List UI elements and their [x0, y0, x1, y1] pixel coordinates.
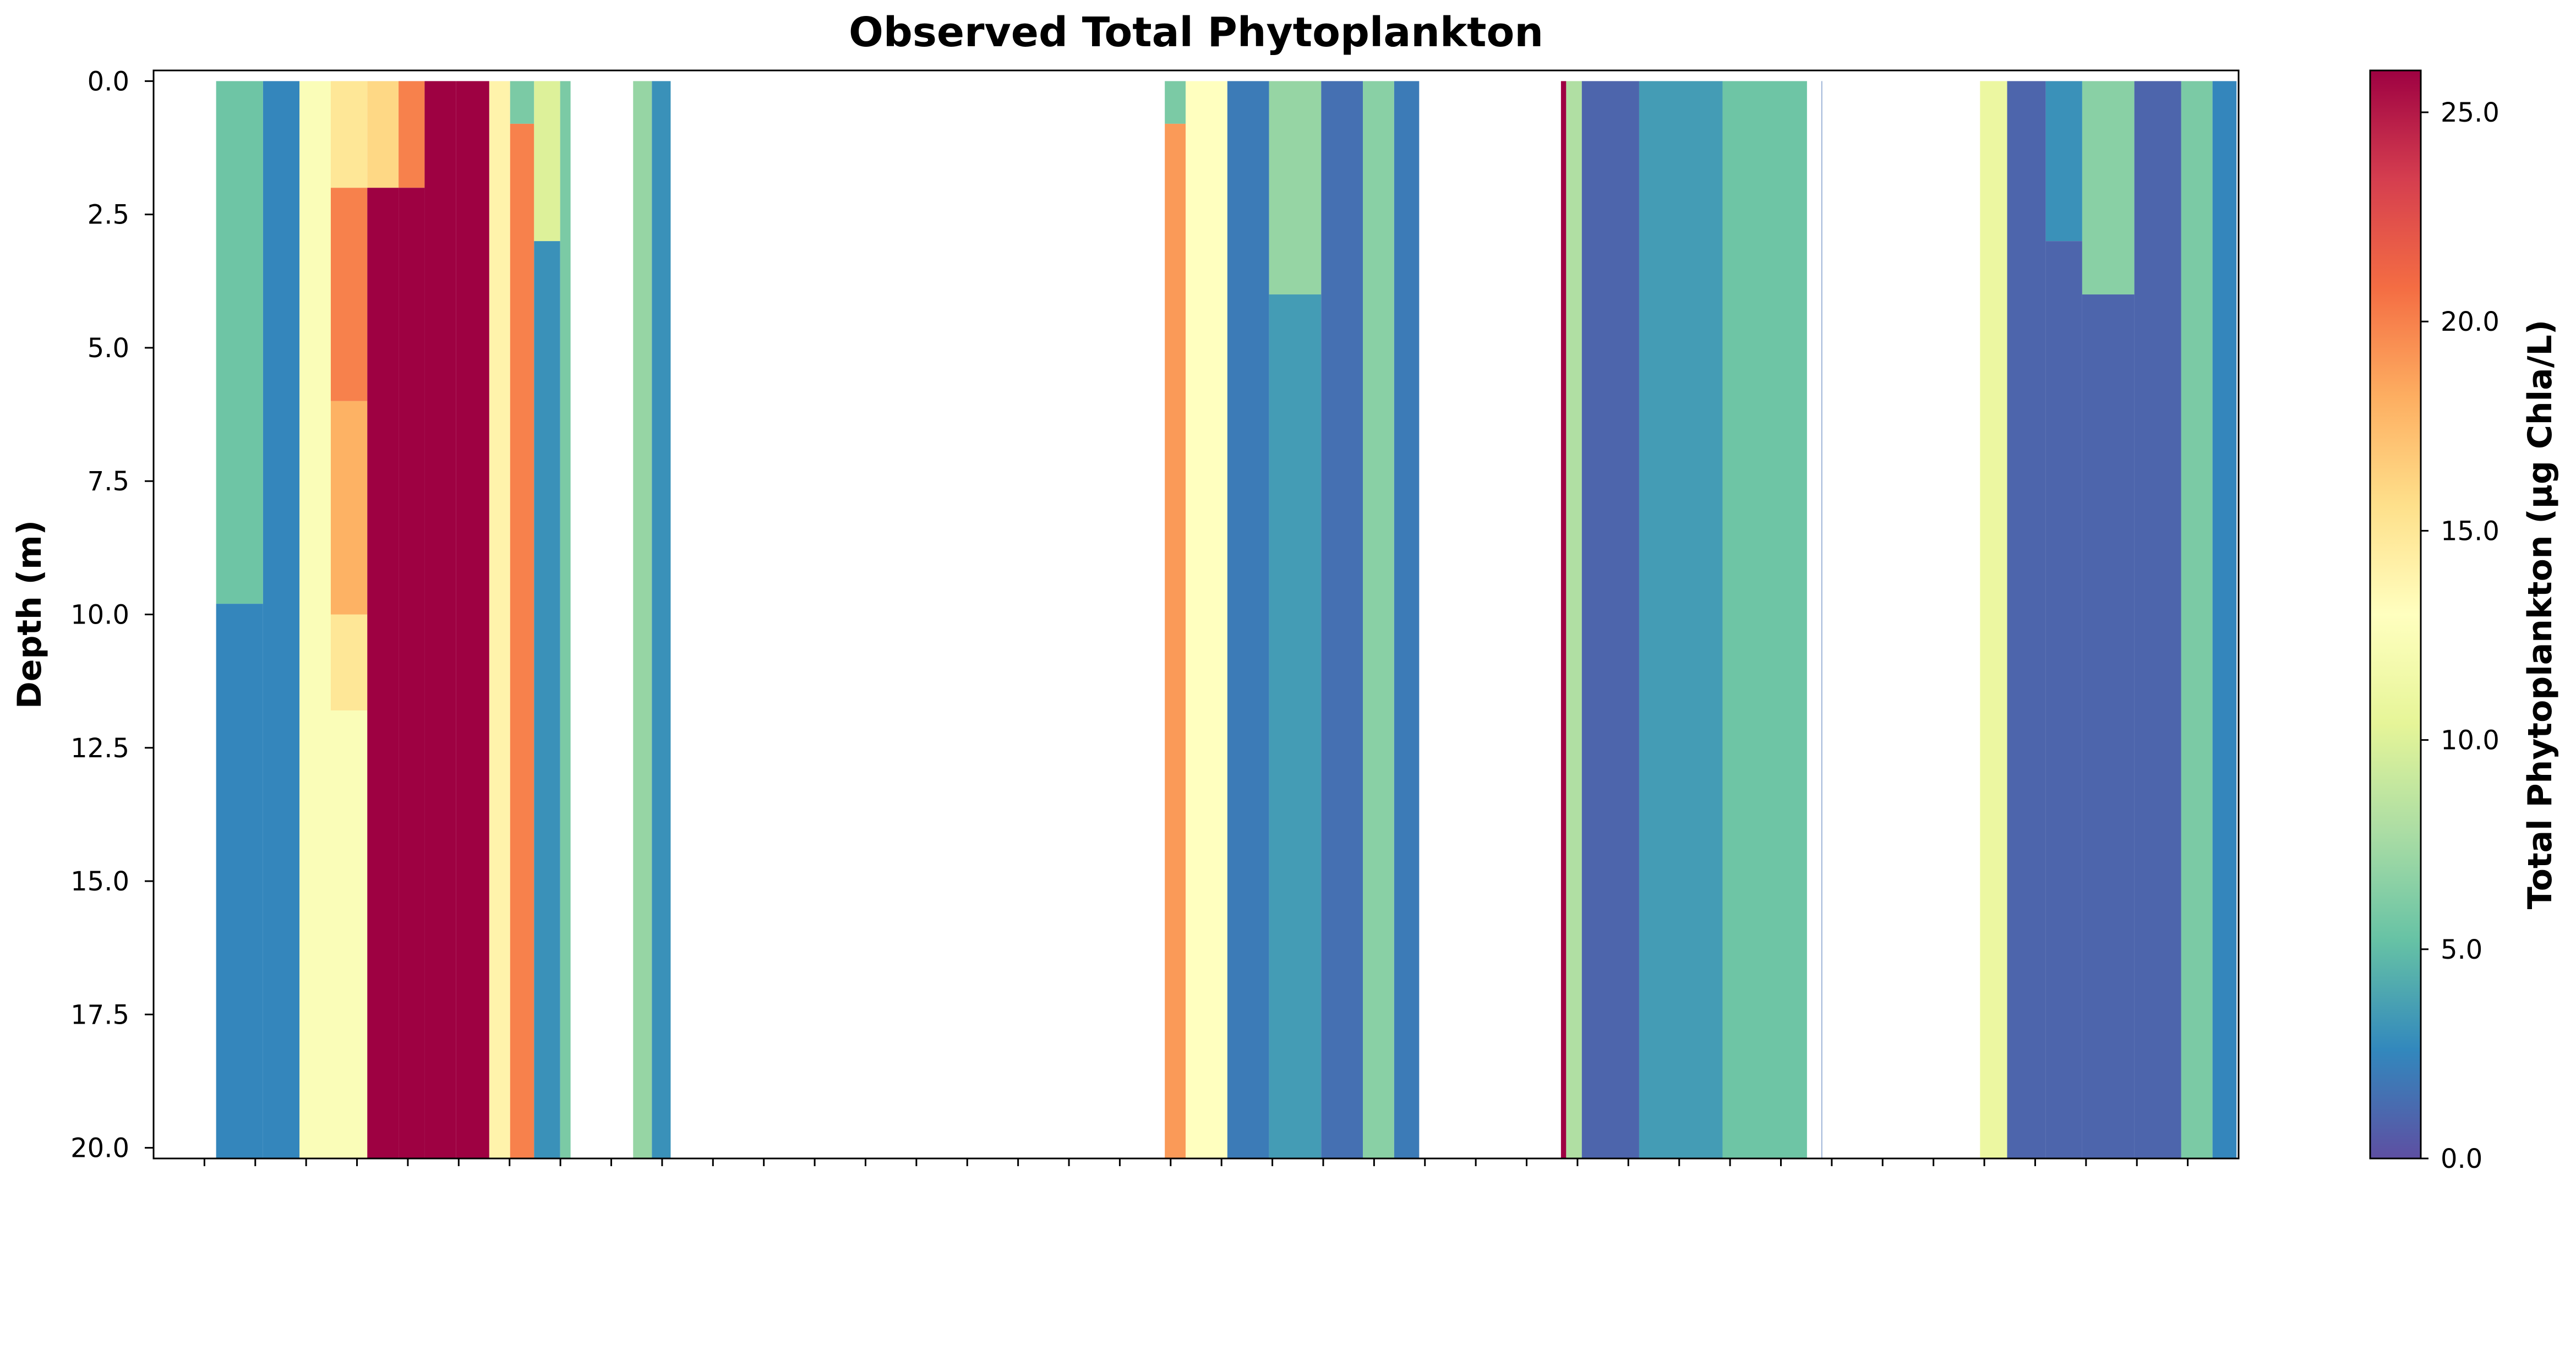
- heatmap-cell: [2134, 81, 2181, 1159]
- y-tick-label: 7.5: [88, 466, 129, 497]
- colorbar: 0.0 5.0 10.0 15.0 20.0 25.0: [2369, 69, 2499, 1174]
- heatmap-cell: [2007, 81, 2046, 1159]
- y-tick-label: 12.5: [70, 733, 129, 764]
- heatmap-cell: [330, 710, 368, 1158]
- y-axis-label: Depth (m): [10, 520, 49, 709]
- heatmap-cell: [2045, 81, 2082, 242]
- y-tick-label: 0.0: [88, 66, 129, 97]
- heatmap-cell: [1321, 81, 1363, 1159]
- heatmap-cell: [2045, 241, 2082, 1158]
- colorbar-tick-label: 0.0: [2441, 1144, 2482, 1174]
- heatmap-cell: [534, 81, 560, 242]
- colorbar-gradient: [2369, 69, 2422, 1160]
- heatmap-cell: [652, 81, 671, 1159]
- heatmap-cell: [399, 188, 425, 1159]
- heatmap-cell: [299, 81, 331, 1159]
- heatmap-cell: [1639, 81, 1723, 1159]
- heatmap-cell: [1566, 81, 1582, 1159]
- heatmap-cell: [633, 81, 652, 1159]
- y-tick-label: 15.0: [70, 866, 129, 897]
- heatmap-cell: [367, 188, 399, 1159]
- heatmap-cell: [2212, 81, 2237, 1159]
- colorbar-tick-label: 15.0: [2441, 516, 2499, 546]
- heatmap-cell: [1227, 81, 1269, 1159]
- heatmap-cell: [263, 81, 300, 1159]
- heatmap-cell: [2181, 81, 2213, 1159]
- heatmap-cell: [424, 81, 456, 1159]
- heatmap-cell: [2082, 81, 2135, 295]
- heatmap-cell: [1581, 81, 1639, 1159]
- heatmap-cell: [216, 604, 263, 1158]
- heatmap-cell: [367, 81, 399, 188]
- heatmap-cell: [1186, 81, 1227, 1159]
- y-tick-label: 20.0: [70, 1133, 129, 1164]
- heatmap-cell: [1269, 81, 1322, 295]
- heatmap-cell: [1560, 81, 1567, 1159]
- y-tick-label: 17.5: [70, 999, 129, 1030]
- heatmap-cell: [560, 81, 571, 1159]
- heatmap-cell: [1821, 81, 1822, 1159]
- heatmap-cell: [330, 188, 368, 401]
- y-tick-label: 2.5: [88, 200, 129, 231]
- colorbar-tick-label: 20.0: [2441, 307, 2499, 337]
- heatmap-cell: [456, 81, 489, 1159]
- chart-title: Observed Total Phytoplankton: [849, 9, 1543, 56]
- heatmap-cell: [1165, 81, 1186, 124]
- heatmap-cell: [330, 614, 368, 710]
- plot-area: 0.0 2.5 5.0 7.5 10.0 12.5 15.0 17.5 20.0: [70, 66, 2240, 1166]
- y-tick-label: 10.0: [70, 600, 129, 631]
- heatmap-cell: [1269, 294, 1322, 1158]
- colorbar-tick-label: 25.0: [2441, 97, 2499, 128]
- heatmap-cell: [1722, 81, 1807, 1159]
- heatmap-cell: [330, 401, 368, 615]
- heatmap-cell: [2082, 294, 2135, 1158]
- colorbar-tick-label: 5.0: [2441, 934, 2482, 965]
- heatmap-cell: [510, 81, 534, 124]
- heatmap-cell: [330, 81, 368, 188]
- heatmap-cell: [1980, 81, 2007, 1159]
- colorbar-label: Total Phytoplankton (μg Chla/L): [2521, 320, 2559, 909]
- heatmap-cell: [489, 81, 510, 1159]
- heatmap-cell: [1394, 81, 1420, 1159]
- heatmap-cell: [1363, 81, 1394, 1159]
- colorbar-tick-label: 10.0: [2441, 725, 2499, 756]
- heatmap-cell: [1165, 123, 1186, 1159]
- heatmap-cell: [534, 241, 560, 1158]
- heatmap-cell: [399, 81, 425, 188]
- heatmap-cell: [510, 123, 534, 1159]
- y-tick-label: 5.0: [88, 333, 129, 364]
- heatmap-cell: [216, 81, 263, 604]
